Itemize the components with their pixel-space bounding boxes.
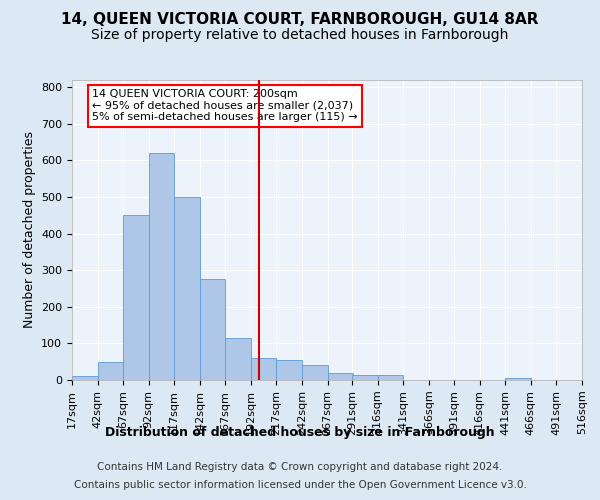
Text: Contains HM Land Registry data © Crown copyright and database right 2024.: Contains HM Land Registry data © Crown c… xyxy=(97,462,503,472)
Bar xyxy=(302,366,328,380)
Bar xyxy=(123,216,149,380)
Bar xyxy=(200,280,226,380)
Bar xyxy=(72,376,98,380)
Text: 14, QUEEN VICTORIA COURT, FARNBOROUGH, GU14 8AR: 14, QUEEN VICTORIA COURT, FARNBOROUGH, G… xyxy=(61,12,539,28)
Bar xyxy=(277,360,302,380)
Bar xyxy=(377,374,403,380)
Text: Distribution of detached houses by size in Farnborough: Distribution of detached houses by size … xyxy=(105,426,495,439)
Text: Size of property relative to detached houses in Farnborough: Size of property relative to detached ho… xyxy=(91,28,509,42)
Bar xyxy=(328,372,353,380)
Bar xyxy=(251,358,277,380)
Bar xyxy=(226,338,251,380)
Bar xyxy=(174,197,200,380)
Text: Contains public sector information licensed under the Open Government Licence v3: Contains public sector information licen… xyxy=(74,480,526,490)
Bar xyxy=(149,153,174,380)
Bar xyxy=(98,362,123,380)
Bar xyxy=(352,374,377,380)
Bar xyxy=(505,378,531,380)
Y-axis label: Number of detached properties: Number of detached properties xyxy=(23,132,35,328)
Text: 14 QUEEN VICTORIA COURT: 200sqm
← 95% of detached houses are smaller (2,037)
5% : 14 QUEEN VICTORIA COURT: 200sqm ← 95% of… xyxy=(92,89,358,122)
